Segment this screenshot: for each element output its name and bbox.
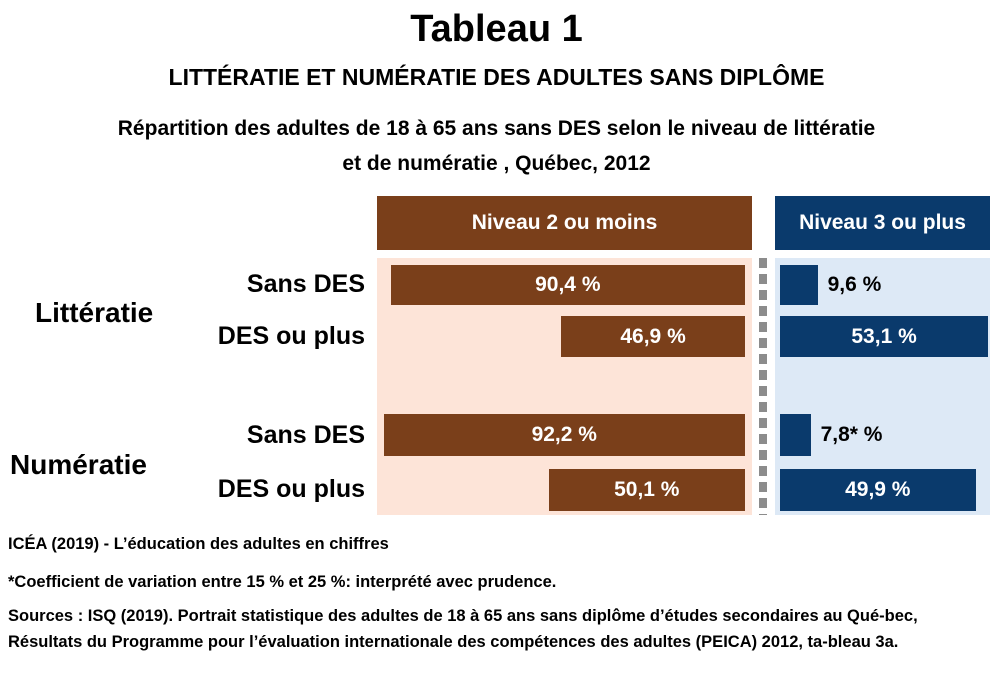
chart-description-line-1: Répartition des adultes de 18 à 65 ans s… xyxy=(117,117,876,140)
bar-level-2-or-less xyxy=(561,316,745,357)
bar-value-label: 50,1 % xyxy=(614,478,680,501)
bar-value-label: 9,6 % xyxy=(827,273,882,296)
row-label: Sans DES xyxy=(246,270,365,298)
legend-header-level-3-or-more: Niveau 3 ou plus xyxy=(775,196,990,250)
group-label-litteratie: Littératie xyxy=(35,297,154,328)
footer-sources: Sources : ISQ (2019). Portrait statistiq… xyxy=(8,607,918,651)
bar-level-2-or-less xyxy=(390,265,745,305)
row-label: DES ou plus xyxy=(217,475,365,503)
bar-value-label: 90,4 % xyxy=(535,273,601,296)
bar-value-label: 46,9 % xyxy=(620,324,686,348)
bar-value-label: 92,2 % xyxy=(531,423,597,446)
bar-level-2-or-less xyxy=(548,469,745,511)
chart-description-line-2: et de numératie , Québec, 2012 xyxy=(342,152,651,175)
chart-title: Tableau 1 xyxy=(410,8,583,50)
bar-value-label: 7,8* % xyxy=(820,423,883,446)
legend-header-level-2-or-less: Niveau 2 ou moins xyxy=(377,196,752,250)
bar-value-label: 53,1 % xyxy=(851,324,917,348)
dotted-divider xyxy=(759,258,767,515)
bar-level-3-or-more xyxy=(780,316,989,357)
chart-subtitle: LITTÉRATIE ET NUMÉRATIE DES ADULTES SANS… xyxy=(168,64,825,90)
footer-credit: ICÉA (2019) - L’éducation des adultes en… xyxy=(8,535,389,553)
row-label: DES ou plus xyxy=(217,322,365,350)
group-label-numeratie: Numératie xyxy=(10,449,147,480)
row-label: Sans DES xyxy=(246,421,365,449)
bar-level-3-or-more xyxy=(780,469,976,511)
bar-level-2-or-less xyxy=(383,414,745,456)
bar-level-3-or-more xyxy=(780,265,818,305)
bar-level-3-or-more xyxy=(780,414,811,456)
footer-note: *Coefficient de variation entre 15 % et … xyxy=(8,573,557,591)
bar-value-label: 49,9 % xyxy=(845,478,911,501)
